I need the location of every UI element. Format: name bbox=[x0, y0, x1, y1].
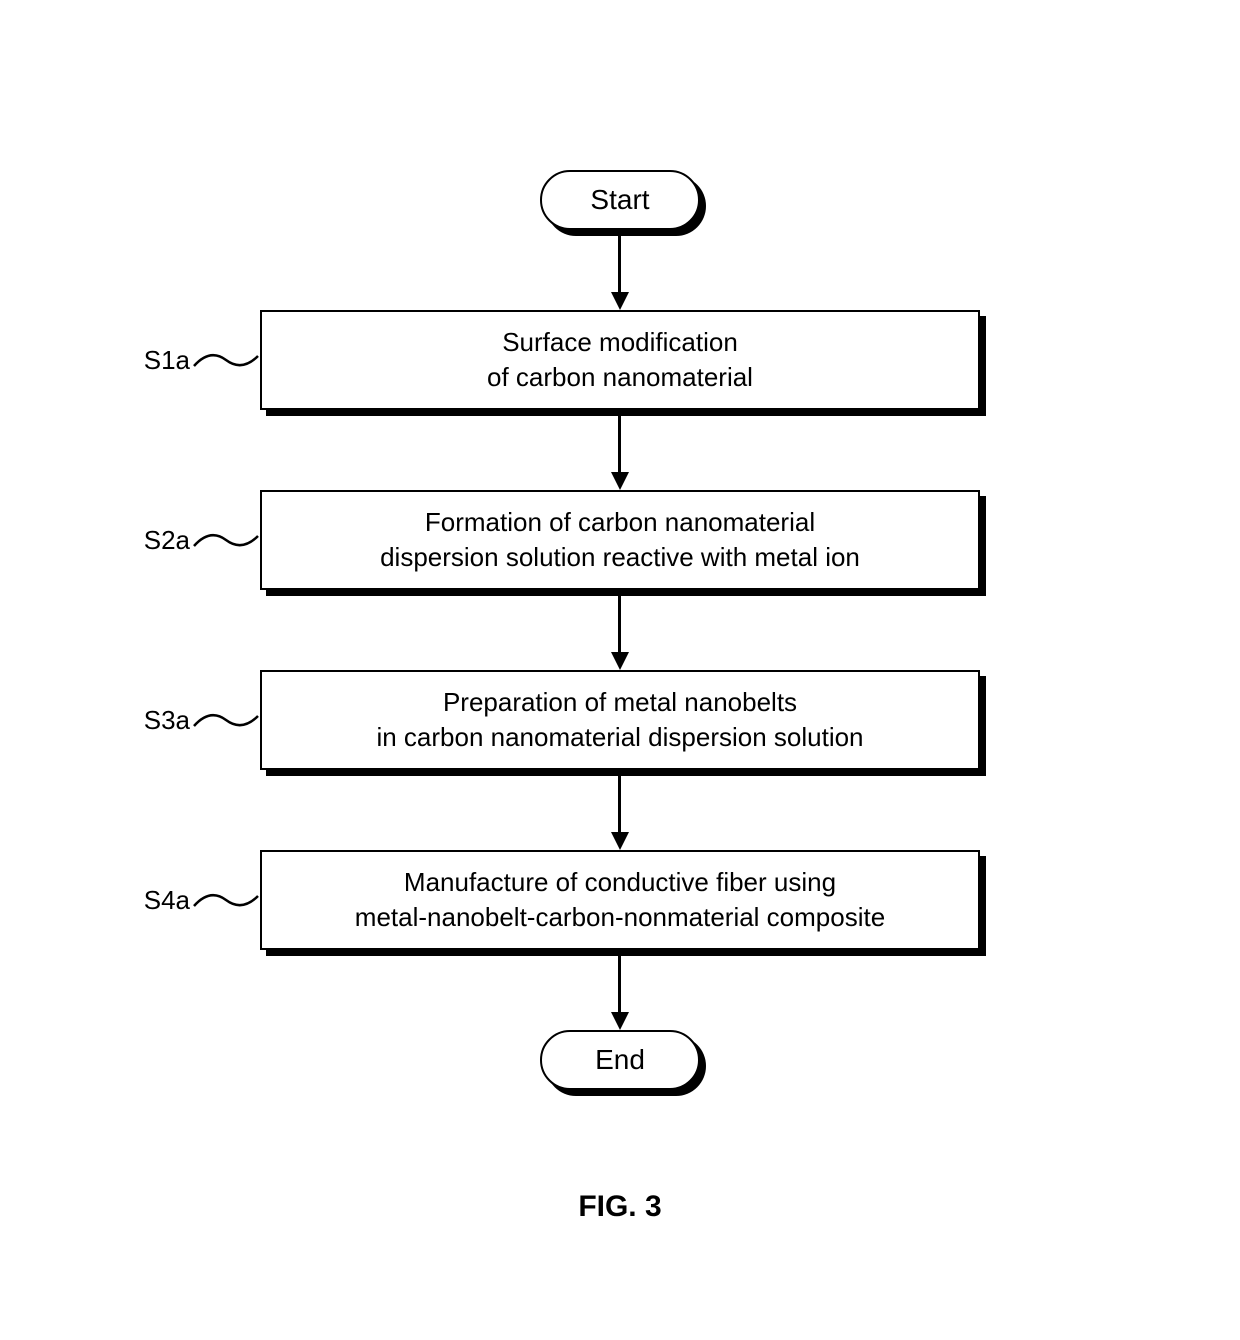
label-text: S4a bbox=[144, 885, 190, 916]
step-line2: metal-nanobelt-carbon-nonmaterial compos… bbox=[355, 900, 885, 935]
end-label: End bbox=[595, 1044, 645, 1076]
arrow-head bbox=[611, 652, 629, 670]
label-text: S1a bbox=[144, 345, 190, 376]
connector-tilde-icon bbox=[192, 706, 260, 736]
arrow-head bbox=[611, 292, 629, 310]
connector-tilde-icon bbox=[192, 526, 260, 556]
step-s4a: Manufacture of conductive fiber using me… bbox=[260, 850, 980, 950]
connector-tilde-icon bbox=[192, 346, 260, 376]
step-line1: Surface modification bbox=[502, 325, 738, 360]
step-line1: Manufacture of conductive fiber using bbox=[404, 865, 836, 900]
step-line2: of carbon nanomaterial bbox=[487, 360, 753, 395]
arrow-head bbox=[611, 1012, 629, 1030]
start-label: Start bbox=[590, 184, 649, 216]
arrow-line bbox=[618, 230, 621, 292]
step-s1a: Surface modification of carbon nanomater… bbox=[260, 310, 980, 410]
arrow-head bbox=[611, 472, 629, 490]
step-label-s3a: S3a bbox=[120, 700, 190, 740]
step-s3a: Preparation of metal nanobelts in carbon… bbox=[260, 670, 980, 770]
step-line1: Preparation of metal nanobelts bbox=[443, 685, 797, 720]
arrow-line bbox=[618, 950, 621, 1012]
flowchart-canvas: Start Surface modification of carbon nan… bbox=[0, 0, 1240, 1340]
step-line1: Formation of carbon nanomaterial bbox=[425, 505, 815, 540]
step-line2: dispersion solution reactive with metal … bbox=[380, 540, 860, 575]
arrow-line bbox=[618, 770, 621, 832]
step-s2a: Formation of carbon nanomaterial dispers… bbox=[260, 490, 980, 590]
start-terminator: Start bbox=[540, 170, 700, 230]
arrow-line bbox=[618, 590, 621, 652]
arrow-line bbox=[618, 410, 621, 472]
label-text: S2a bbox=[144, 525, 190, 556]
step-label-s4a: S4a bbox=[120, 880, 190, 920]
step-label-s1a: S1a bbox=[120, 340, 190, 380]
step-label-s2a: S2a bbox=[120, 520, 190, 560]
label-text: S3a bbox=[144, 705, 190, 736]
connector-tilde-icon bbox=[192, 886, 260, 916]
arrow-head bbox=[611, 832, 629, 850]
caption-text: FIG. 3 bbox=[578, 1190, 661, 1223]
end-terminator: End bbox=[540, 1030, 700, 1090]
figure-caption: FIG. 3 bbox=[0, 1190, 1240, 1224]
step-line2: in carbon nanomaterial dispersion soluti… bbox=[376, 720, 863, 755]
